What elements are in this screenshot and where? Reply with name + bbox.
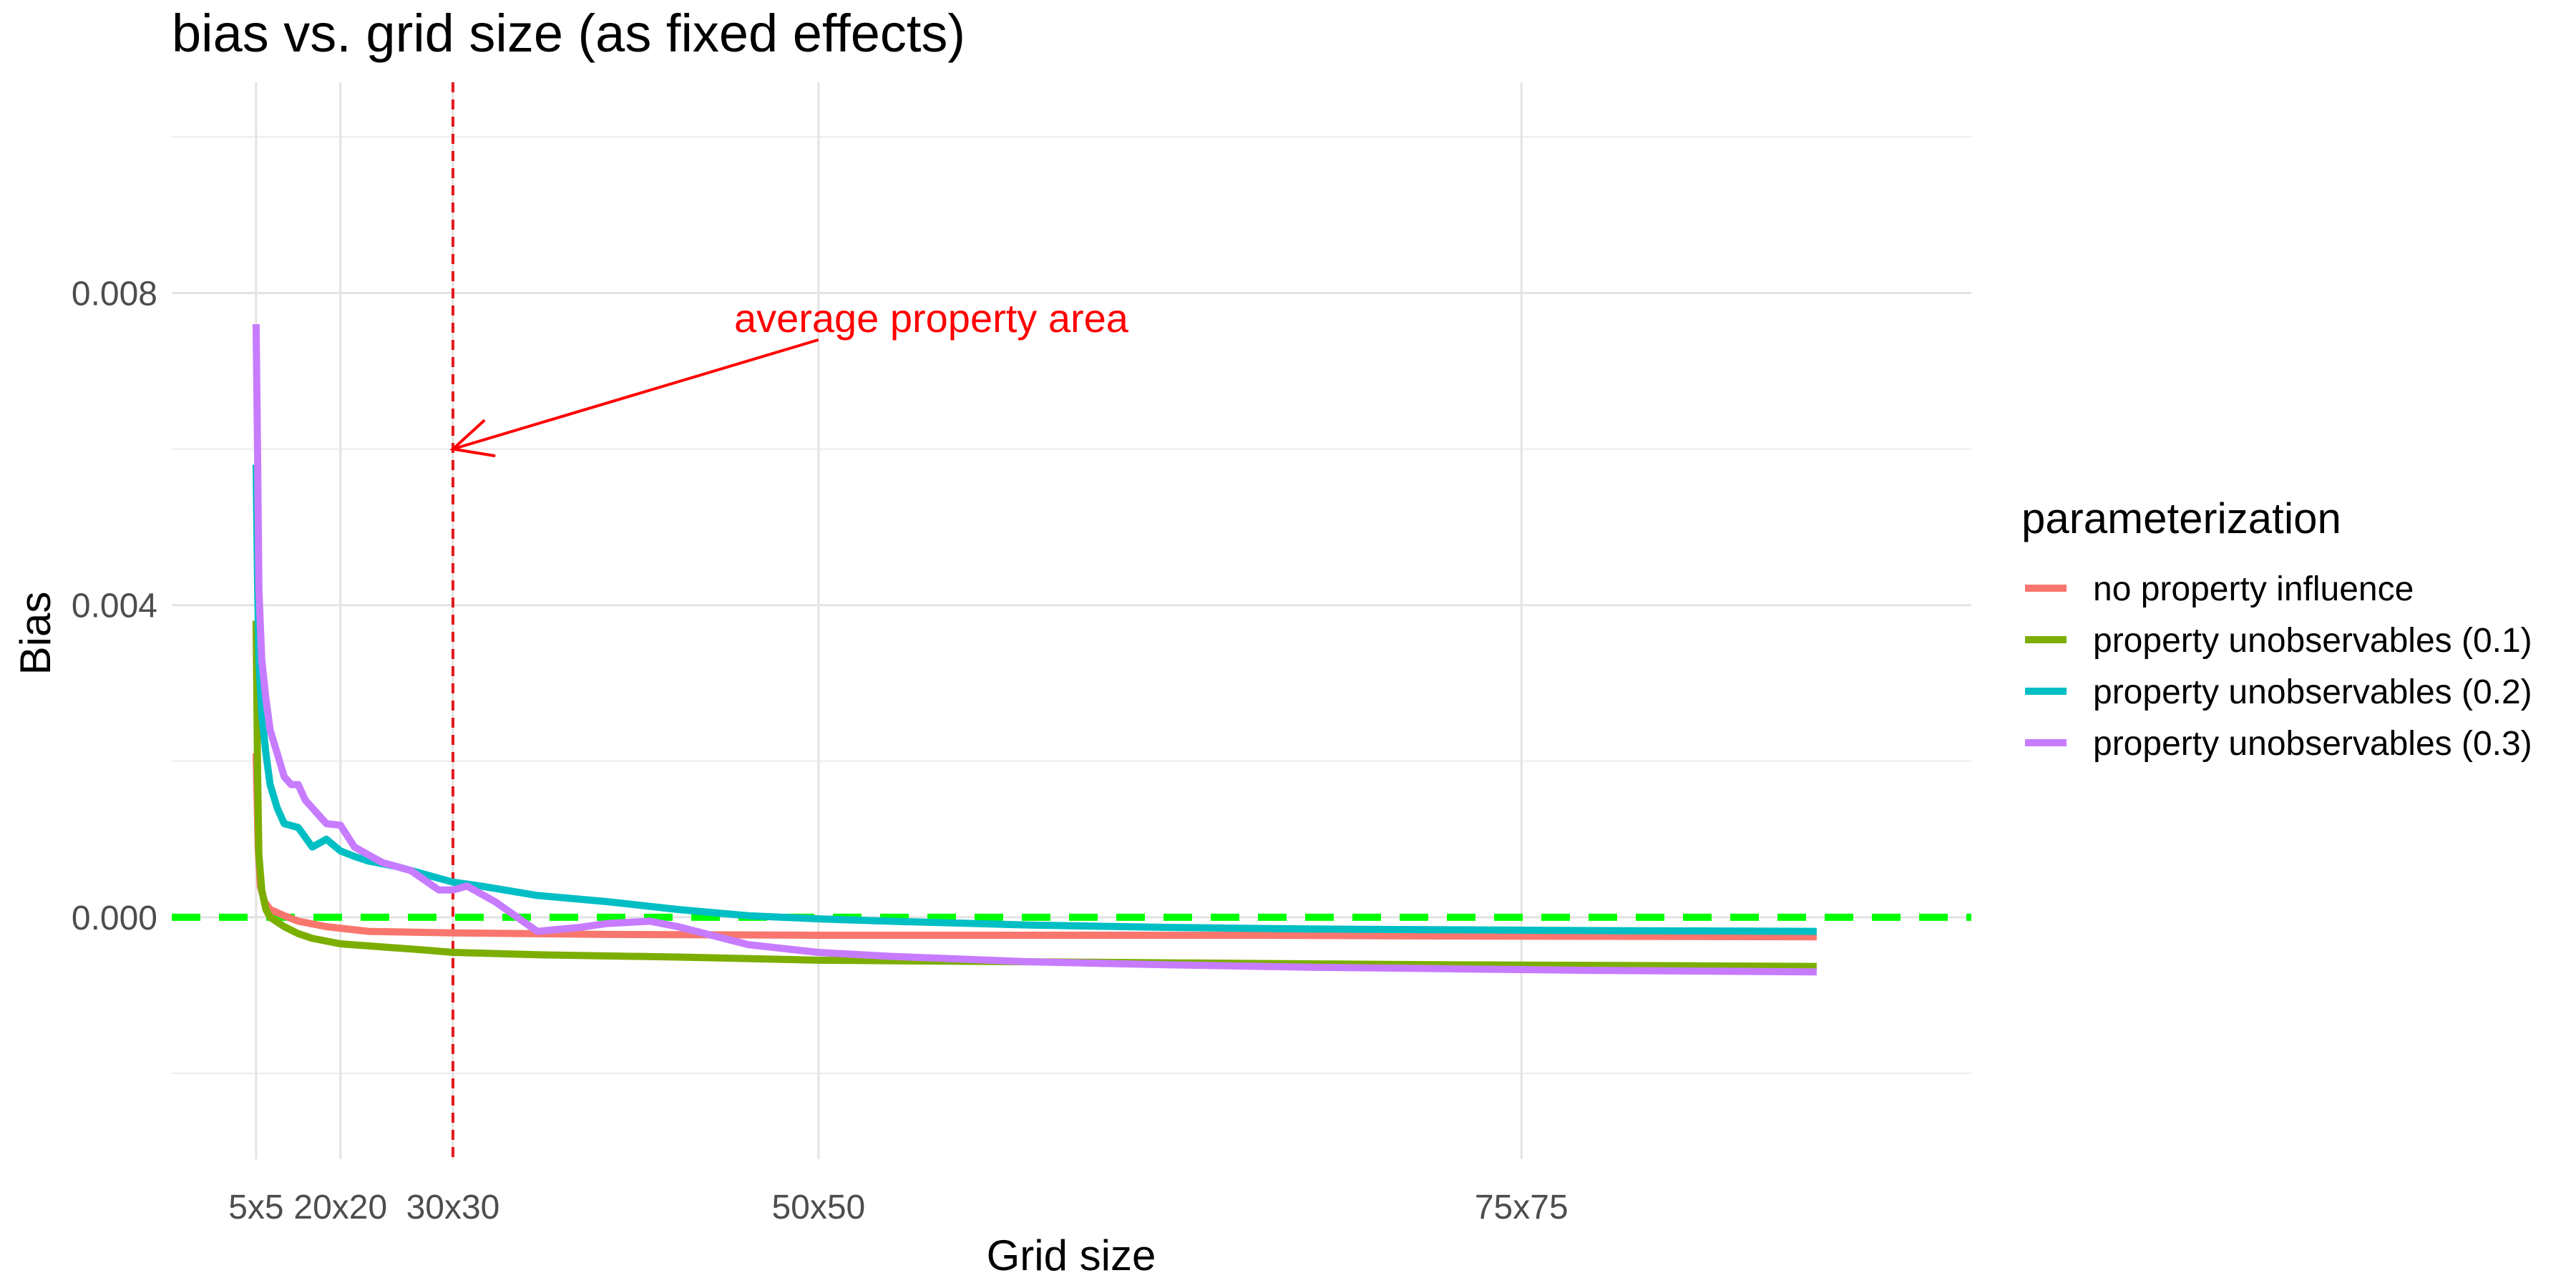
x-tick-label: 30x30: [406, 1189, 500, 1226]
legend-label: property unobservables (0.1): [2093, 622, 2532, 660]
x-tick-label: 50x50: [771, 1189, 865, 1226]
x-axis-title: Grid size: [987, 1231, 1156, 1279]
x-tick-label: 20x20: [293, 1189, 387, 1226]
y-tick-label: 0.004: [72, 587, 157, 625]
y-tick-labels: 0.000 0.004 0.008: [72, 275, 157, 937]
legend-title: parameterization: [2021, 494, 2341, 542]
reference-lines: [172, 82, 1971, 1159]
annotation-text: average property area: [734, 296, 1129, 341]
series-lines: [252, 324, 1817, 976]
series-line: [252, 464, 1817, 935]
grid-lines: [172, 82, 1971, 1159]
chart-title: bias vs. grid size (as fixed effects): [172, 4, 965, 63]
legend-label: property unobservables (0.2): [2093, 673, 2532, 711]
x-tick-label: 5x5: [228, 1189, 283, 1226]
legend: parameterization no property influence pr…: [2021, 494, 2532, 763]
y-tick-label: 0.008: [72, 275, 157, 313]
annotation-arrow-line: [452, 338, 819, 451]
y-axis-title: Bias: [11, 592, 59, 675]
x-tick-label: 75x75: [1475, 1189, 1568, 1226]
annotation-arrow-head: [449, 419, 496, 458]
x-tick-labels: 5x5 20x20 30x30 50x50 75x75: [228, 1189, 1568, 1226]
series-line: [252, 324, 1817, 976]
series-line: [252, 753, 1817, 941]
y-tick-label: 0.000: [72, 899, 157, 937]
legend-label: property unobservables (0.3): [2093, 725, 2532, 763]
annotation: average property area: [449, 296, 1129, 458]
legend-label: no property influence: [2093, 570, 2414, 608]
